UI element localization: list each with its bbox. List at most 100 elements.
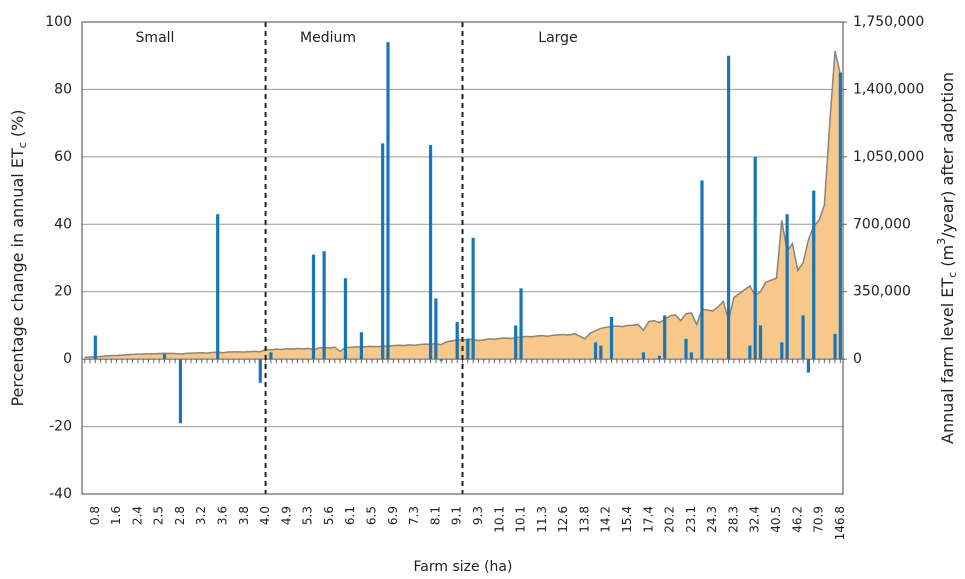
bar <box>322 251 326 360</box>
x-tick-label: 5.3 <box>301 506 315 525</box>
region-label: Large <box>538 30 577 46</box>
x-tick-label: 9.3 <box>471 506 485 525</box>
x-tick-label: 12.6 <box>556 506 570 533</box>
bar <box>343 278 348 360</box>
x-tick-label: 15.4 <box>620 506 634 533</box>
bar <box>780 342 784 360</box>
bar <box>93 335 97 360</box>
y2-tick-label: 350,000 <box>853 284 911 300</box>
bar <box>641 352 646 360</box>
x-tick-label: 3.2 <box>194 506 208 525</box>
bar <box>428 145 433 360</box>
x-axis-title: Farm size (ha) <box>414 559 513 575</box>
x-tick-label: 6.9 <box>386 506 400 525</box>
bar <box>359 332 363 360</box>
bar <box>700 180 704 360</box>
bar <box>806 359 811 373</box>
bar <box>663 315 667 360</box>
bar <box>758 325 763 360</box>
bar <box>599 345 603 360</box>
x-tick-label: 3.6 <box>216 506 230 525</box>
y2-title-sub: c <box>946 272 959 278</box>
x-tick-label: 20.2 <box>663 506 677 533</box>
x-tick-label: 9.1 <box>450 506 464 525</box>
x-tick-label: 4.9 <box>279 506 293 525</box>
bar <box>838 72 842 360</box>
x-tick-label: 28.3 <box>726 506 740 533</box>
bar <box>753 156 757 360</box>
x-tick-label: 6.1 <box>343 506 357 525</box>
plot-frame <box>81 21 844 495</box>
bar <box>258 359 262 383</box>
x-tick-label: 13.8 <box>577 506 591 533</box>
bar <box>785 214 789 360</box>
x-tick-label: 2.4 <box>130 506 144 525</box>
region-label: Small <box>136 30 175 46</box>
x-tick-label: 10.1 <box>492 506 506 533</box>
x-tick-label: 23.1 <box>684 506 698 533</box>
bar <box>514 325 518 360</box>
y-tick-label: 60 <box>54 149 72 165</box>
y-title-part: Percentage change in annual ET <box>8 148 27 406</box>
bar <box>684 338 688 360</box>
x-tick-label: 6.5 <box>365 506 379 525</box>
bar <box>178 359 183 424</box>
y-tick-label: -40 <box>49 486 72 502</box>
y-tick-label: 80 <box>54 81 72 97</box>
x-tick-label: 32.4 <box>748 506 762 533</box>
bar <box>381 143 385 360</box>
bar <box>812 190 816 360</box>
y2-tick-label: 0 <box>853 351 862 367</box>
y2-tick-label: 1,400,000 <box>853 81 924 97</box>
x-tick-label: 11.3 <box>535 506 549 533</box>
y-title-sub: c <box>16 142 29 148</box>
x-tick-label: 3.8 <box>237 506 251 525</box>
x-tick-label: 70.9 <box>812 506 826 533</box>
y2-tick-label: 1,050,000 <box>853 149 924 165</box>
y-tick-label: 40 <box>54 216 72 232</box>
y2-title-part: Annual farm level ET <box>938 278 957 444</box>
x-tick-label: 40.5 <box>769 506 783 533</box>
x-tick-label: 1.6 <box>109 506 123 525</box>
bar <box>726 55 731 360</box>
y2-tick-label: 700,000 <box>853 216 911 232</box>
bar <box>162 354 167 360</box>
region-label: Medium <box>300 30 356 46</box>
y2-tick-label: 1,750,000 <box>853 14 924 30</box>
bar <box>434 298 438 360</box>
x-tick-label: 17.4 <box>641 506 655 533</box>
y-tick-label: 20 <box>54 284 72 300</box>
x-tick-label: 24.3 <box>705 506 719 533</box>
bar <box>657 355 662 360</box>
bar <box>471 237 475 360</box>
x-tick-label: 2.8 <box>173 506 187 525</box>
area <box>84 50 841 360</box>
x-tick-label: 146.8 <box>833 506 847 540</box>
bar <box>311 254 316 360</box>
bar <box>801 315 805 360</box>
x-tick-label: 2.5 <box>152 506 166 525</box>
bar <box>455 322 459 360</box>
y-axis-title: Percentage change in annual ETc (%) <box>8 109 30 406</box>
y2-title-part: (m <box>938 245 957 272</box>
y2-axis-title: Annual farm level ETc (m3/year) after ad… <box>935 72 959 444</box>
bar <box>466 338 470 360</box>
bar <box>216 214 220 360</box>
bar <box>386 42 390 360</box>
x-tick-label: 5.6 <box>322 506 336 525</box>
bar <box>689 352 693 360</box>
y2-title-part: /year) after adoption <box>938 72 957 238</box>
x-tick-label: 7.3 <box>407 506 421 525</box>
x-tick-label: 0.8 <box>88 506 102 525</box>
bar <box>609 317 614 360</box>
x-tick-label: 4.0 <box>258 506 272 525</box>
y2-title-sup: 3 <box>935 238 948 245</box>
bar <box>519 288 523 360</box>
bar <box>593 342 598 360</box>
y-title-part: (%) <box>8 109 27 142</box>
x-tick-label: 10.1 <box>514 506 528 533</box>
y-tick-label: -20 <box>49 419 72 435</box>
y-tick-label: 100 <box>45 14 72 30</box>
bar <box>748 345 752 360</box>
